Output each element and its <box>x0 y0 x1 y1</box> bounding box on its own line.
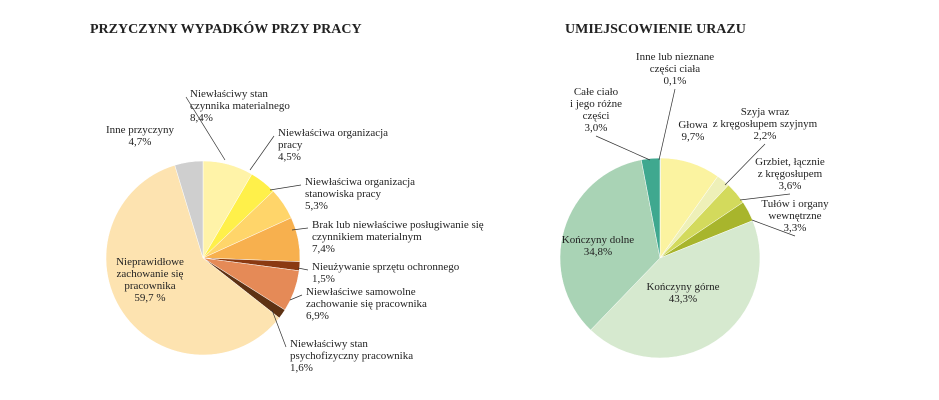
slice-label-line: pracownika <box>124 280 175 292</box>
slice-label: Całe ciało i jego różne części <box>570 86 622 122</box>
leader-line <box>595 135 651 161</box>
leader-line <box>658 88 676 161</box>
slice-label-line: zachowanie się pracownika <box>306 298 427 310</box>
slice-label-line: Niewłaściwa organizacja <box>278 127 388 139</box>
leader-line <box>289 294 303 301</box>
slice-label: Niewłaściwy stan psychofizyczny pracownik… <box>290 338 413 362</box>
leader-line <box>751 219 796 237</box>
value-label: 1,6% <box>290 362 313 374</box>
slice-label-line: Szyja wraz <box>741 106 790 118</box>
slice-label-line: z kręgosłupem szyjnym <box>713 118 818 130</box>
slice-label-line: Kończyny górne <box>646 281 719 293</box>
slice-label: Nieprawidłowe zachowanie się pracownika <box>116 256 184 292</box>
leader-line <box>249 135 275 171</box>
slice-label-line: wewnętrzne <box>768 210 821 222</box>
slice-label-line: Nieprawidłowe <box>116 256 184 268</box>
slice-label-line: Niewłaściwe samowolne <box>306 286 416 298</box>
slice-label: Grzbiet, łącznie z kręgosłupem <box>755 156 825 180</box>
slice-label-line: zachowanie się <box>117 268 184 280</box>
slice-label-line: Całe ciało <box>574 86 619 98</box>
leader-line <box>271 309 287 348</box>
chart-title: PRZYCZYNY WYPADKÓW PRZY PRACY <box>90 20 362 37</box>
slice-label-line: części ciała <box>650 63 700 75</box>
slice-label-line: Kończyny dolne <box>562 234 635 246</box>
pie-slice <box>590 220 761 359</box>
slice-label: Głowa <box>678 119 707 131</box>
slice-label: Niewłaściwy stan czynnika materialnego <box>190 88 290 112</box>
slice-label: Nieużywanie sprzętu ochronnego <box>312 261 460 273</box>
value-label: 1,5% <box>312 273 335 285</box>
slice-label: Kończyny dolne <box>562 234 635 246</box>
slice-label-line: Niewłaściwa organizacja <box>305 176 415 188</box>
slice-label: Tułów i organy wewnętrzne <box>761 198 829 222</box>
pie-slice <box>174 160 204 259</box>
value-label: 8,4% <box>190 112 213 124</box>
slice-label-line: czynnikiem materialnym <box>312 231 422 243</box>
pie-slice <box>640 157 661 259</box>
value-label: 0,1% <box>664 75 687 87</box>
slice-label-line: Głowa <box>678 119 707 131</box>
value-label: 3,0% <box>585 122 608 134</box>
value-label: 7,4% <box>312 243 335 255</box>
slice-label-line: Nieużywanie sprzętu ochronnego <box>312 261 460 273</box>
slice-label-line: czynnika materialnego <box>190 100 290 112</box>
value-label: 9,7% <box>682 131 705 143</box>
value-label: 5,3% <box>305 200 328 212</box>
value-label: 4,7% <box>129 136 152 148</box>
leader-line <box>185 96 226 161</box>
value-label: 34,8% <box>584 246 612 258</box>
slice-label: Niewłaściwa organizacja stanowiska pracy <box>305 176 415 200</box>
slice-label-line: Inne przyczyny <box>106 124 175 136</box>
leader-line <box>297 267 309 271</box>
chart-title: UMIEJSCOWIENIE URAZU <box>565 22 746 37</box>
slice-label-line: pracy <box>278 139 303 151</box>
slice-label-line: i jego różne <box>570 98 622 110</box>
slice-label-line: Niewłaściwy stan <box>190 88 268 100</box>
slice-label: Niewłaściwe samowolne zachowanie się prac… <box>306 286 427 310</box>
slice-label-line: Brak lub niewłaściwe posługiwanie się <box>312 219 484 231</box>
slice-label-line: psychofizyczny pracownika <box>290 350 413 362</box>
pie-slice <box>559 159 661 331</box>
slice-label-line: Niewłaściwy stan <box>290 338 368 350</box>
leader-line <box>739 193 791 201</box>
value-label: 6,9% <box>306 310 329 322</box>
slice-label: Inne lub nieznane części ciała <box>636 51 714 75</box>
slice-label: Kończyny górne <box>646 281 719 293</box>
value-label: 2,2% <box>754 130 777 142</box>
slice-label-line: Grzbiet, łącznie <box>755 156 825 168</box>
slice-label-line: części <box>583 110 610 122</box>
slice-label-line: z kręgosłupem <box>758 168 823 180</box>
value-label: 3,6% <box>779 180 802 192</box>
slice-label-line: Inne lub nieznane <box>636 51 714 63</box>
value-label: 4,5% <box>278 151 301 163</box>
value-label: 59,7 % <box>134 292 165 304</box>
value-label: 43,3% <box>669 293 697 305</box>
leader-line <box>291 227 309 231</box>
slice-label: Inne przyczyny <box>106 124 175 136</box>
slice-label: Niewłaściwa organizacja pracy <box>278 127 388 151</box>
leader-line <box>269 184 302 191</box>
slice-label: Szyja wraz z kręgosłupem szyjnym <box>713 106 818 130</box>
value-label: 3,3% <box>784 222 807 234</box>
pie-slice <box>105 164 280 356</box>
leader-line <box>724 143 766 186</box>
slice-label-line: Tułów i organy <box>761 198 829 210</box>
slice-label: Brak lub niewłaściwe posługiwanie się czy… <box>312 219 484 243</box>
slice-label-line: stanowiska pracy <box>305 188 382 200</box>
